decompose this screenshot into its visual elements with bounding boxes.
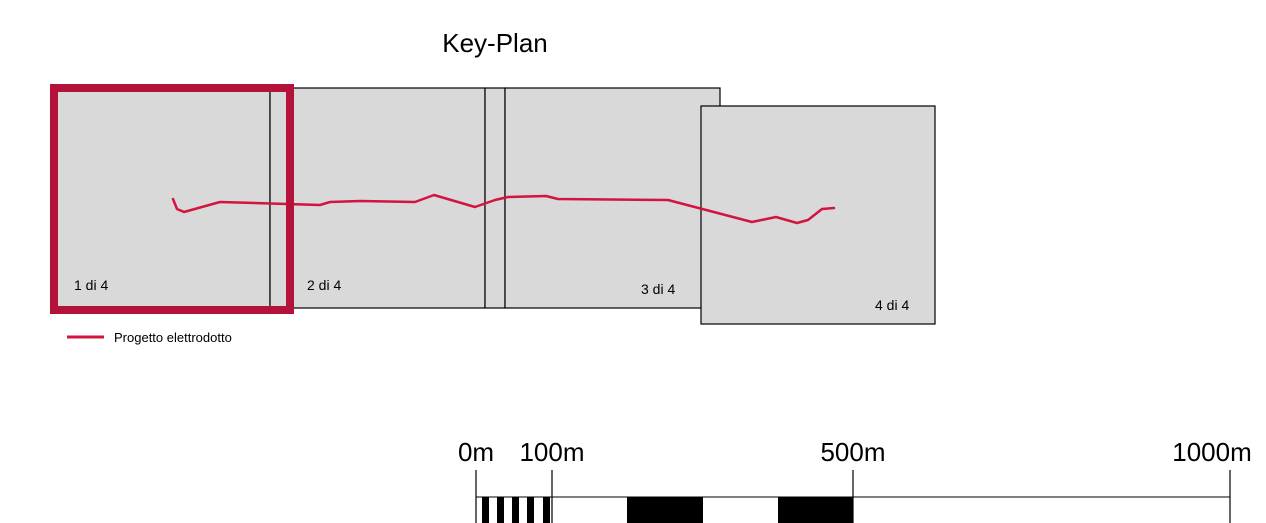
sheet-label-2: 2 di 4 [307,277,341,293]
sheet-label-4: 4 di 4 [875,297,909,313]
legend: Progetto elettrodotto [67,330,232,345]
legend-route-label: Progetto elettrodotto [114,330,232,345]
scale-segment-block [512,497,519,523]
scale-segment-block [527,497,534,523]
scale-segment-block [497,497,504,523]
sheet-label-1: 1 di 4 [74,277,108,293]
scale-bar: 0m 100m 500m 1000m [458,437,1252,523]
scale-label-0: 0m [458,437,494,467]
scale-segment-block [778,497,853,523]
sheet-4-frame[interactable] [700,105,936,325]
sheet-1-frame[interactable] [53,87,271,309]
scale-segment-block [627,497,703,523]
sheet-frames [53,87,936,325]
scale-label-500: 500m [820,437,885,467]
key-plan-title: Key-Plan [442,28,548,58]
sheet-2-frame[interactable] [269,87,486,309]
sheet-3-frame[interactable] [504,87,721,309]
scale-label-100: 100m [519,437,584,467]
selected-sheet-highlight [50,84,294,314]
scale-segment-block [543,497,550,523]
scale-segment-block [482,497,489,523]
route-line [171,193,836,225]
scale-label-1000: 1000m [1172,437,1252,467]
sheet-label-3: 3 di 4 [641,281,675,297]
